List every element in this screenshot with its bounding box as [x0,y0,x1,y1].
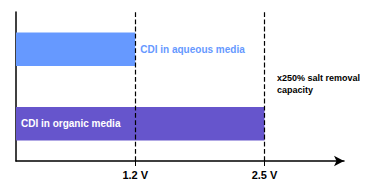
svg-text:capacity: capacity [277,85,313,95]
svg-text:x250% salt removal: x250% salt removal [277,73,360,83]
svg-text:CDI in organic media: CDI in organic media [21,118,121,129]
svg-text:2.5 V: 2.5 V [252,169,278,181]
svg-text:1.2 V: 1.2 V [122,169,148,181]
svg-text:CDI in aqueous media: CDI in aqueous media [140,44,245,55]
